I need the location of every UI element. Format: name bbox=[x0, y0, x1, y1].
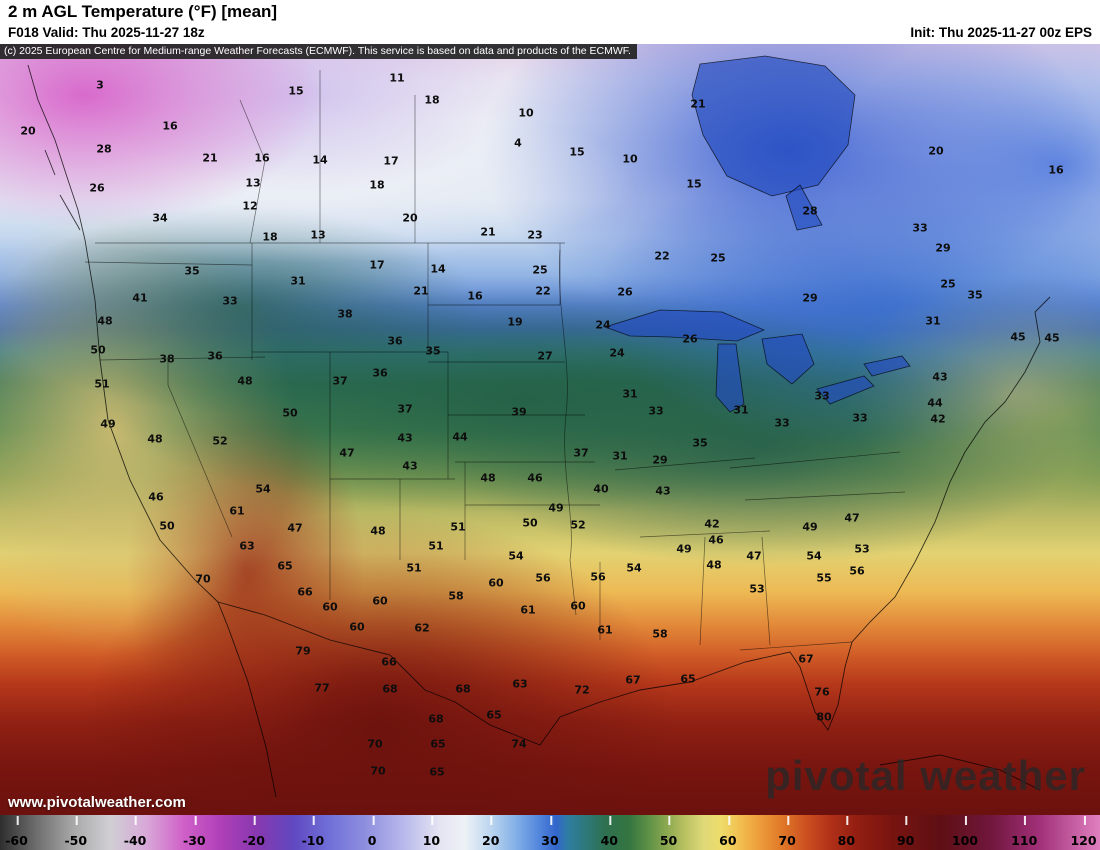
colorbar-tick-label: -50 bbox=[64, 816, 88, 848]
coastline bbox=[27, 64, 1051, 798]
colorbar-tick-label: 110 bbox=[1011, 816, 1038, 848]
lake-superior bbox=[603, 309, 766, 342]
colorbar-tick-label: -30 bbox=[183, 816, 206, 848]
copyright-label: (c) 2025 European Centre for Medium-rang… bbox=[0, 44, 637, 59]
james-bay bbox=[785, 184, 823, 231]
colorbar-tick-label: 120 bbox=[1070, 816, 1097, 848]
lake-erie bbox=[816, 375, 875, 405]
lakes bbox=[603, 55, 911, 413]
state-borders bbox=[84, 70, 906, 651]
colorbar-tick-label: 90 bbox=[896, 816, 915, 848]
colorbar-tick-label: 20 bbox=[482, 816, 500, 848]
brand-logo: pivotal weather bbox=[765, 752, 1086, 799]
lake-michigan bbox=[715, 343, 745, 413]
colorbar-tick-label: -10 bbox=[301, 816, 325, 848]
colorbar-tick-label: -20 bbox=[242, 816, 265, 848]
forecast-valid-label: F018 Valid: Thu 2025-11-27 18z bbox=[8, 25, 205, 40]
borders-overlay bbox=[27, 55, 1051, 798]
colorbar-tick-label: 40 bbox=[600, 816, 618, 848]
header: 2 m AGL Temperature (°F) [mean] F018 Val… bbox=[0, 0, 1100, 44]
colorbar-tick-label: -40 bbox=[123, 816, 147, 848]
colorbar-gradient bbox=[0, 815, 1100, 850]
lake-huron bbox=[761, 333, 815, 385]
colorbar: -60 -50 -40 -30 -20 -10 0 10 20 30 40 50 60 70 80 90 100… bbox=[0, 815, 1100, 850]
colorbar-tick-label: 100 bbox=[951, 816, 978, 848]
colorbar-tick-label: 10 bbox=[422, 816, 441, 848]
colorbar-tick-label: 80 bbox=[837, 816, 856, 848]
lake-ontario bbox=[863, 355, 911, 377]
colorbar-tick-label: 0 bbox=[367, 816, 377, 848]
colorbar-tick-label: 70 bbox=[778, 816, 796, 848]
watermark-url: www.pivotalweather.com bbox=[8, 794, 186, 811]
hudson-bay bbox=[691, 55, 856, 197]
colorbar-ticks: -60 -50 -40 -30 -20 -10 0 10 20 30 40 50 60 70 80 90 100… bbox=[0, 815, 1100, 850]
colorbar-tick-label: 60 bbox=[719, 816, 737, 848]
colorbar-tick-label: -60 bbox=[5, 816, 28, 848]
colorbar-tick-label: 50 bbox=[659, 816, 678, 848]
init-time-label: Init: Thu 2025-11-27 00z EPS bbox=[910, 25, 1092, 40]
page-title: 2 m AGL Temperature (°F) [mean] bbox=[8, 2, 278, 21]
colorbar-tick-label: 30 bbox=[541, 816, 559, 848]
temperature-map bbox=[0, 44, 1100, 815]
